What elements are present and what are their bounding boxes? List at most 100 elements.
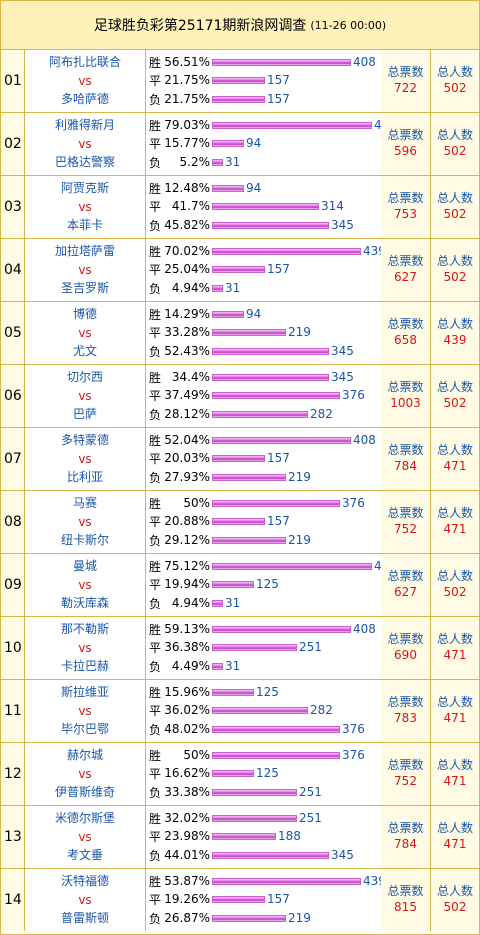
away-team-link[interactable]: 伊普斯维奇: [54, 785, 115, 799]
home-team-link[interactable]: 沃特福德: [60, 874, 109, 888]
match-row: 03 阿贾克斯 vs 本菲卡 胜 12.48% 94 平 41.7% 314: [1, 176, 479, 239]
home-team-link[interactable]: 切尔西: [66, 370, 103, 384]
votes-cell: 胜 56.51% 408 平 21.75% 157 负 21.75% 157: [145, 50, 382, 112]
vote-loss-count: 219: [288, 911, 311, 925]
vote-win-count: 94: [246, 307, 262, 321]
vote-win-count: 408: [353, 55, 376, 69]
home-team-link[interactable]: 阿贾克斯: [60, 181, 109, 195]
home-team-link[interactable]: 米德尔斯堡: [54, 811, 115, 825]
away-team-link[interactable]: 圣吉罗斯: [60, 281, 109, 295]
vote-win-percent: 52.04%: [164, 433, 210, 447]
home-team-link[interactable]: 博德: [72, 307, 97, 321]
vote-draw-percent: 25.04%: [164, 262, 210, 276]
home-team-link[interactable]: 那不勒斯: [60, 622, 109, 636]
vote-loss-percent: 28.12%: [164, 407, 210, 421]
vote-win-percent: 34.4%: [171, 370, 210, 384]
vote-draw-line: 平 19.94% 125: [149, 577, 279, 592]
total-people-cell: 总人数 471: [431, 806, 479, 868]
away-team-link[interactable]: 纽卡斯尔: [60, 533, 109, 547]
vote-draw-line: 平 36.38% 251: [149, 640, 322, 655]
total-votes-value: 627: [394, 270, 417, 284]
away-team-link[interactable]: 多哈萨德: [60, 92, 109, 106]
vote-loss-bar: [212, 347, 329, 355]
total-people-value: 502: [443, 144, 467, 158]
vote-win-line: 胜 12.48% 94: [149, 181, 261, 196]
vote-loss-bar: [212, 914, 286, 922]
total-people-label: 总人数: [436, 254, 473, 268]
total-people-value: 502: [443, 396, 467, 410]
vote-loss-bar: [212, 158, 223, 166]
vote-draw-count: 157: [267, 892, 290, 906]
away-team-link[interactable]: 比利亚: [66, 470, 103, 484]
away-team-link[interactable]: 卡拉巴赫: [60, 659, 109, 673]
vote-loss-label: 负: [149, 218, 162, 233]
votes-cell: 胜 32.02% 251 平 23.98% 188 负 44.01% 345: [145, 806, 382, 868]
home-team-link[interactable]: 阿布扎比联合: [48, 55, 121, 69]
vote-win-percent: 59.13%: [164, 622, 210, 636]
away-team-link[interactable]: 考文垂: [66, 848, 103, 862]
vote-loss-count: 345: [331, 344, 354, 358]
vote-win-label: 胜: [149, 244, 162, 259]
home-team-link[interactable]: 加拉塔萨雷: [54, 244, 115, 258]
total-votes-label: 总票数: [387, 65, 424, 79]
vote-draw-label: 平: [149, 451, 162, 466]
vote-draw-count: 157: [267, 73, 290, 87]
vote-draw-count: 94: [246, 136, 262, 150]
away-team-link[interactable]: 巴萨: [72, 407, 97, 421]
vote-loss-label: 负: [149, 92, 162, 107]
home-team-link[interactable]: 多特蒙德: [60, 433, 109, 447]
away-team-link[interactable]: 普雷斯顿: [60, 911, 109, 925]
teams-cell: 多特蒙德 vs 比利亚: [25, 428, 146, 490]
vote-draw-bar: [212, 643, 297, 651]
vote-loss-line: 负 45.82% 345: [149, 218, 354, 233]
match-number: 03: [1, 176, 25, 238]
total-votes-value: 753: [394, 207, 417, 221]
vs-label: vs: [78, 200, 92, 214]
vote-win-label: 胜: [149, 118, 162, 133]
vote-loss-line: 负 4.49% 31: [149, 659, 241, 674]
vote-win-bar: [212, 184, 244, 192]
home-team-link[interactable]: 利雅得新月: [54, 118, 115, 132]
vote-loss-label: 负: [149, 722, 162, 737]
vs-label: vs: [78, 704, 92, 718]
vote-win-label: 胜: [149, 181, 162, 196]
total-people-cell: 总人数 471: [431, 617, 479, 679]
vote-loss-bar: [212, 221, 329, 229]
vote-loss-label: 负: [149, 911, 162, 926]
vote-win-line: 胜 79.03% 471: [149, 118, 397, 133]
match-row: 06 切尔西 vs 巴萨 胜 34.4% 345 平 37.49% 376: [1, 365, 479, 428]
vote-draw-percent: 33.28%: [164, 325, 210, 339]
vote-win-percent: 14.29%: [164, 307, 210, 321]
away-team-link[interactable]: 巴格达警察: [54, 155, 115, 169]
vote-draw-line: 平 20.03% 157: [149, 451, 290, 466]
teams-cell: 沃特福德 vs 普雷斯顿: [25, 869, 146, 931]
vote-win-percent: 56.51%: [164, 55, 210, 69]
away-team-link[interactable]: 尤文: [72, 344, 97, 358]
vote-loss-count: 31: [225, 659, 241, 673]
vote-win-label: 胜: [149, 811, 162, 826]
teams-cell: 斯拉维亚 vs 毕尔巴鄂: [25, 680, 146, 742]
vote-loss-bar: [212, 662, 223, 670]
home-team-link[interactable]: 斯拉维亚: [60, 685, 109, 699]
vote-loss-percent: 27.93%: [164, 470, 210, 484]
match-row: 10 那不勒斯 vs 卡拉巴赫 胜 59.13% 408 平 36.38% 25…: [1, 617, 479, 680]
away-team-link[interactable]: 本菲卡: [66, 218, 103, 232]
votes-cell: 胜 79.03% 471 平 15.77% 94 负 5.2% 31: [145, 113, 397, 175]
vote-draw-count: 125: [256, 577, 279, 591]
vote-draw-bar: [212, 769, 254, 777]
vote-loss-percent: 45.82%: [164, 218, 210, 232]
away-team-link[interactable]: 勒沃库森: [60, 596, 109, 610]
home-team-link[interactable]: 赫尔城: [66, 748, 103, 762]
vote-win-label: 胜: [149, 874, 162, 889]
vote-win-bar: [212, 499, 340, 507]
vote-win-count: 439: [363, 874, 386, 888]
vote-loss-label: 负: [149, 848, 162, 863]
vote-draw-line: 平 15.77% 94: [149, 136, 262, 151]
match-row: 01 阿布扎比联合 vs 多哈萨德 胜 56.51% 408 平 21.75% …: [1, 50, 479, 113]
vote-draw-label: 平: [149, 262, 162, 277]
away-team-link[interactable]: 毕尔巴鄂: [60, 722, 109, 736]
home-team-link[interactable]: 马赛: [72, 496, 97, 510]
vote-loss-bar: [212, 788, 297, 796]
home-team-link[interactable]: 曼城: [72, 559, 97, 573]
vote-loss-bar: [212, 851, 329, 859]
